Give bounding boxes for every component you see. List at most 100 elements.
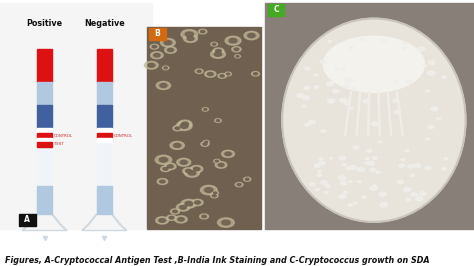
Circle shape <box>204 109 207 110</box>
Circle shape <box>411 174 414 176</box>
Ellipse shape <box>323 36 424 92</box>
Circle shape <box>192 199 203 206</box>
Circle shape <box>320 60 326 63</box>
Circle shape <box>394 110 401 114</box>
Circle shape <box>357 181 361 183</box>
Circle shape <box>205 141 208 143</box>
Circle shape <box>416 197 423 201</box>
Circle shape <box>148 63 155 67</box>
Bar <box>97 105 112 128</box>
Circle shape <box>327 82 334 86</box>
Circle shape <box>346 78 353 82</box>
Circle shape <box>345 103 348 105</box>
Circle shape <box>309 120 315 124</box>
Circle shape <box>352 88 356 90</box>
Circle shape <box>318 174 322 176</box>
Text: Negative: Negative <box>84 19 125 28</box>
Bar <box>37 133 52 138</box>
Bar <box>37 128 52 133</box>
Circle shape <box>156 81 171 89</box>
Circle shape <box>214 159 220 163</box>
Circle shape <box>182 168 194 174</box>
Bar <box>37 138 52 142</box>
Bar <box>97 49 112 214</box>
Circle shape <box>161 166 171 172</box>
Circle shape <box>235 55 240 58</box>
Circle shape <box>411 193 417 196</box>
Circle shape <box>346 167 351 169</box>
Bar <box>97 128 112 133</box>
Circle shape <box>302 96 310 100</box>
Circle shape <box>178 218 184 221</box>
Circle shape <box>304 86 309 90</box>
Circle shape <box>164 67 167 69</box>
Circle shape <box>321 181 327 184</box>
Circle shape <box>164 47 176 53</box>
Circle shape <box>216 49 221 53</box>
Circle shape <box>171 209 180 214</box>
Circle shape <box>342 68 346 70</box>
Circle shape <box>372 122 379 126</box>
Circle shape <box>411 174 415 177</box>
Circle shape <box>393 99 399 102</box>
Circle shape <box>314 74 318 76</box>
Circle shape <box>218 74 226 78</box>
Circle shape <box>343 164 346 166</box>
Circle shape <box>429 62 434 65</box>
Circle shape <box>187 36 194 40</box>
Circle shape <box>160 39 175 47</box>
Circle shape <box>168 48 173 52</box>
Circle shape <box>382 202 387 205</box>
Circle shape <box>426 90 429 92</box>
Circle shape <box>428 126 434 128</box>
Circle shape <box>354 202 357 204</box>
Circle shape <box>416 196 419 198</box>
Bar <box>149 28 166 40</box>
Circle shape <box>197 70 201 72</box>
Circle shape <box>181 30 198 39</box>
Text: A: A <box>24 215 30 225</box>
Circle shape <box>424 65 427 66</box>
Circle shape <box>418 47 424 51</box>
Circle shape <box>419 192 426 195</box>
Circle shape <box>236 56 239 57</box>
Circle shape <box>406 80 412 83</box>
Circle shape <box>340 181 346 185</box>
Circle shape <box>152 45 156 48</box>
Circle shape <box>428 71 435 75</box>
Circle shape <box>216 120 219 122</box>
Circle shape <box>155 155 172 164</box>
Circle shape <box>225 72 231 76</box>
Circle shape <box>314 164 320 167</box>
Text: C: C <box>273 6 279 14</box>
Circle shape <box>366 149 372 152</box>
Circle shape <box>408 164 414 168</box>
Circle shape <box>404 188 411 192</box>
Circle shape <box>210 50 226 58</box>
Circle shape <box>203 143 207 145</box>
Circle shape <box>178 120 192 128</box>
Circle shape <box>184 169 200 177</box>
Circle shape <box>163 167 168 170</box>
Circle shape <box>402 47 406 49</box>
Circle shape <box>397 180 403 184</box>
Circle shape <box>234 48 239 51</box>
Circle shape <box>160 84 167 88</box>
Circle shape <box>361 39 365 41</box>
Circle shape <box>154 53 160 57</box>
Circle shape <box>174 216 187 223</box>
Circle shape <box>215 160 219 162</box>
Circle shape <box>170 142 184 149</box>
Circle shape <box>338 176 346 180</box>
Circle shape <box>406 198 410 201</box>
Circle shape <box>373 185 376 186</box>
Circle shape <box>212 43 216 45</box>
Circle shape <box>402 42 406 44</box>
Circle shape <box>325 185 330 187</box>
Circle shape <box>180 205 186 209</box>
Circle shape <box>201 185 217 195</box>
Circle shape <box>349 165 356 169</box>
Circle shape <box>349 47 354 49</box>
Circle shape <box>202 215 206 218</box>
Circle shape <box>339 156 346 160</box>
